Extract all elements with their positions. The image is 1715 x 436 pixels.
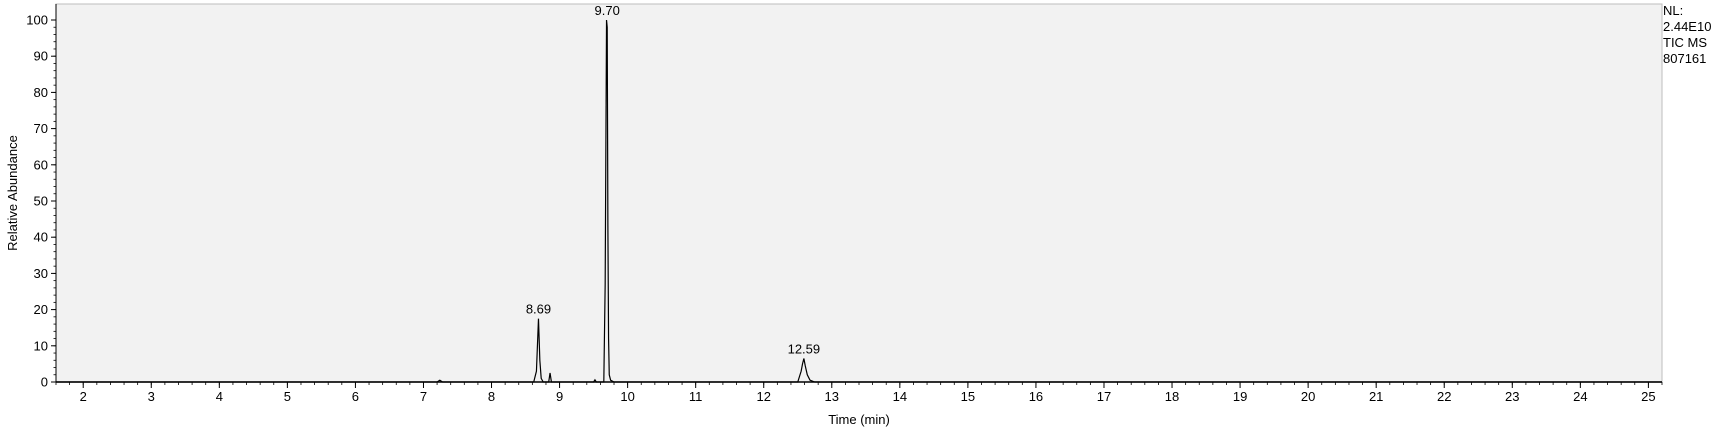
x-tick-label: 9 xyxy=(556,389,563,404)
x-tick-label: 22 xyxy=(1437,389,1451,404)
x-tick-label: 12 xyxy=(756,389,770,404)
x-tick-label: 25 xyxy=(1641,389,1655,404)
x-axis: 2 3 4 5 6 7 8 9 10 11 12 13 14 15 16 17 18 19 20 21 22 23 24 25 xyxy=(55,381,1663,404)
y-tick-label: 30 xyxy=(34,266,48,281)
x-tick-label: 6 xyxy=(352,389,359,404)
x-tick-label: 20 xyxy=(1301,389,1315,404)
peak-labels: 8.69 9.70 12.59 xyxy=(526,3,820,356)
x-tick-label: 21 xyxy=(1369,389,1383,404)
tic-trace xyxy=(56,19,1662,383)
y-tick-label: 50 xyxy=(34,194,48,209)
x-tick-label: 3 xyxy=(148,389,155,404)
x-tick-label: 11 xyxy=(689,389,703,404)
y-tick-label: 100 xyxy=(26,13,48,28)
y-tick-label: 0 xyxy=(41,375,48,390)
x-tick-label: 2 xyxy=(80,389,87,404)
sample-id: 807161 xyxy=(1663,51,1707,66)
peak-label: 12.59 xyxy=(788,341,821,356)
trace-type: TIC MS xyxy=(1663,35,1708,50)
x-tick-label: 5 xyxy=(284,389,291,404)
x-tick-label: 19 xyxy=(1233,389,1247,404)
x-tick-label: 14 xyxy=(893,389,907,404)
nl-label: NL: xyxy=(1663,3,1684,18)
x-tick-label: 24 xyxy=(1573,389,1587,404)
x-tick-label: 13 xyxy=(825,389,839,404)
x-axis-title: Time (min) xyxy=(828,412,890,427)
x-tick-label: 10 xyxy=(620,389,634,404)
y-tick-label: 10 xyxy=(34,338,48,353)
x-tick-label: 4 xyxy=(216,389,223,404)
y-axis: 0 10 20 30 40 50 60 70 80 90 100 xyxy=(26,4,57,390)
y-tick-label: 70 xyxy=(34,121,48,136)
y-tick-label: 80 xyxy=(34,85,48,100)
x-tick-label: 7 xyxy=(420,389,427,404)
peak-label: 9.70 xyxy=(595,3,620,18)
x-tick-label: 8 xyxy=(488,389,495,404)
x-tick-label: 15 xyxy=(961,389,975,404)
y-tick-label: 60 xyxy=(34,157,48,172)
y-tick-label: 40 xyxy=(34,230,48,245)
plot-area xyxy=(55,3,1663,383)
y-tick-label: 90 xyxy=(34,49,48,64)
y-axis-title: Relative Abundance xyxy=(5,135,20,251)
y-tick-label: 20 xyxy=(34,302,48,317)
x-tick-label: 18 xyxy=(1165,389,1179,404)
peak-label: 8.69 xyxy=(526,302,551,317)
nl-value: 2.44E10 xyxy=(1663,19,1712,34)
x-tick-label: 17 xyxy=(1097,389,1111,404)
x-tick-label: 16 xyxy=(1029,389,1043,404)
info-panel: NL: 2.44E10 TIC MS 807161 xyxy=(1663,3,1711,67)
x-tick-label: 23 xyxy=(1505,389,1519,404)
